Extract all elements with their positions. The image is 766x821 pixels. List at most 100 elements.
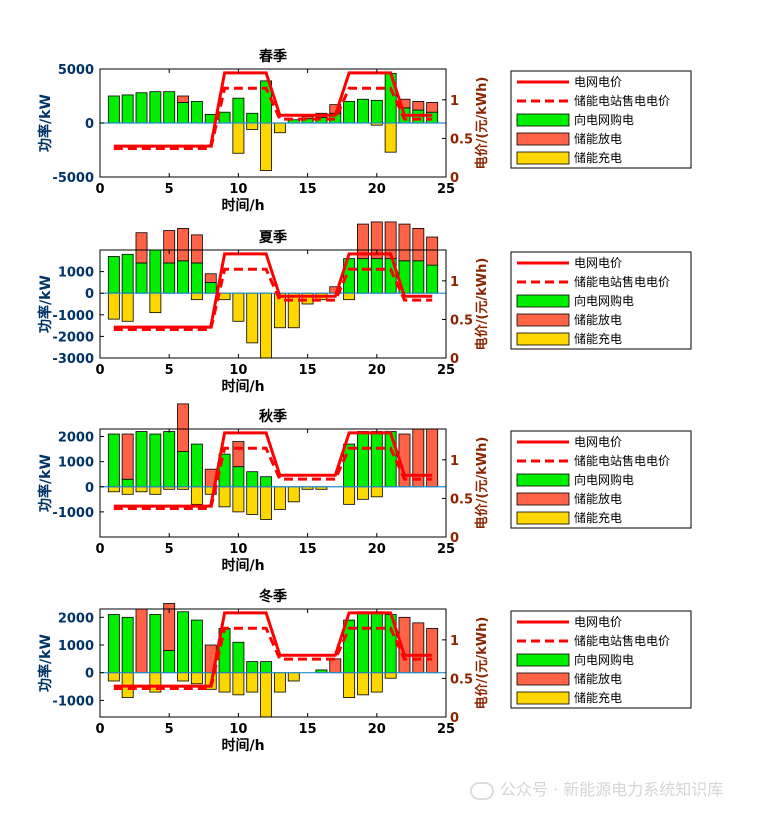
bar-storage-charge <box>121 292 134 322</box>
bar-storage-discharge <box>412 622 425 674</box>
bar-storage-discharge <box>135 232 148 264</box>
y2-axis-label: 电价/(元/kWh) <box>474 437 490 530</box>
legend-label: 储能放电 <box>574 312 622 327</box>
y2-tick-label: 1 <box>450 94 459 109</box>
x-tick-label: 15 <box>299 542 317 557</box>
y-tick-label: -1000 <box>52 694 94 709</box>
bar-grid-purchase <box>107 256 120 294</box>
bar-storage-discharge <box>177 227 189 262</box>
bar-storage-charge <box>246 292 259 344</box>
axes-box <box>99 249 447 359</box>
bar-storage-charge <box>260 486 273 520</box>
bar-storage-charge <box>190 672 203 685</box>
legend-label: 储能充电 <box>574 150 622 165</box>
line-grid-price <box>113 611 433 688</box>
bar-grid-purchase <box>370 99 383 124</box>
bar-storage-charge <box>218 672 231 693</box>
legend-swatch-storage-discharge <box>516 132 570 146</box>
y-tick-label: 1000 <box>58 266 94 281</box>
watermark-text: 公众号 · 新能源电力系统知识库 <box>500 780 724 799</box>
x-tick-label: 10 <box>229 182 247 197</box>
bar-storage-charge <box>149 292 162 314</box>
bar-grid-purchase <box>384 431 397 488</box>
y2-tick-label: 0 <box>450 352 459 367</box>
legend-label: 电网电价 <box>574 256 622 270</box>
bar-storage-charge <box>273 122 286 134</box>
x-tick-label: 10 <box>229 363 247 378</box>
y-tick-label: -2000 <box>52 330 94 345</box>
bar-grid-purchase <box>107 433 120 488</box>
y-tick-label: 2000 <box>58 611 94 626</box>
axes-box <box>99 428 447 538</box>
chart-title: 冬季 <box>259 588 287 605</box>
bar-storage-discharge <box>370 221 383 260</box>
bar-storage-discharge <box>329 658 342 674</box>
bar-grid-purchase <box>163 91 176 124</box>
bar-grid-purchase <box>370 258 383 294</box>
legend-swatch-grid-purchase <box>516 113 570 127</box>
x-tick-label: 20 <box>368 363 386 378</box>
y-axis-label: 功率/kW <box>37 94 54 152</box>
legend-swatch-storage-discharge <box>516 672 570 686</box>
x-tick-label: 15 <box>299 722 317 737</box>
bar-storage-charge <box>232 292 245 322</box>
bar-storage-discharge <box>398 223 411 262</box>
bar-grid-purchase <box>204 281 217 294</box>
x-tick-label: 10 <box>229 542 247 557</box>
bar-storage-discharge <box>412 227 425 262</box>
x-tick-label: 0 <box>95 363 104 378</box>
bar-grid-purchase <box>107 614 120 674</box>
bar-grid-purchase <box>190 619 203 674</box>
legend-label: 储能放电 <box>574 671 622 686</box>
legend-label: 电网电价 <box>574 615 622 629</box>
legend-swatch-grid-purchase <box>516 473 570 487</box>
legend-label: 电网电价 <box>574 75 622 89</box>
bar-storage-charge <box>273 486 286 510</box>
bar-storage-discharge <box>190 234 203 264</box>
x-tick-label: 20 <box>368 722 386 737</box>
x-tick-label: 20 <box>368 182 386 197</box>
bar-storage-charge <box>260 122 273 171</box>
y2-tick-label: 0.5 <box>450 313 473 328</box>
bar-grid-purchase <box>260 476 273 488</box>
legend-swatch-storage-charge <box>516 511 570 525</box>
x-tick-label: 0 <box>95 542 104 557</box>
bar-storage-charge <box>246 486 259 515</box>
y2-tick-label: 0.5 <box>450 132 473 147</box>
line-grid-price <box>113 71 433 148</box>
bar-grid-purchase <box>135 431 148 488</box>
bar-storage-discharge <box>357 223 369 260</box>
bar-grid-purchase <box>246 661 259 674</box>
line-storage-sell-price <box>113 446 433 510</box>
bar-storage-discharge <box>135 608 148 674</box>
y2-axis-label: 电价/(元/kWh) <box>474 617 490 710</box>
line-storage-sell-price <box>113 626 433 690</box>
legend-label: 储能电站售电电价 <box>574 274 670 289</box>
legend-swatch-storage-charge <box>516 151 570 165</box>
legend-label: 储能充电 <box>574 331 622 346</box>
y-tick-label: 0 <box>85 481 94 496</box>
legend-label: 向电网购电 <box>574 472 634 487</box>
bar-grid-purchase <box>177 451 189 488</box>
chart-panel-2: 夏季0 5 10 15 20 25时间/h-3000-2000-100001000功率/k… <box>37 221 692 395</box>
bar-grid-purchase <box>343 443 356 488</box>
bar-storage-charge <box>343 672 356 699</box>
legend-swatch-storage-discharge <box>516 492 570 506</box>
wechat-icon <box>470 781 494 800</box>
y2-tick-label: 0 <box>450 531 459 546</box>
x-tick-label: 25 <box>437 182 455 197</box>
y2-tick-label: 1 <box>450 454 459 469</box>
chart-title: 秋季 <box>259 408 287 425</box>
chart-panel-3: 秋季 0 5 10 15 20 25 时间/h -1000 0 1000 2000 功率/kW 0 0.5 1… <box>37 403 692 574</box>
bar-storage-charge <box>287 292 300 329</box>
y-tick-label: 5000 <box>58 63 94 78</box>
bar-storage-discharge <box>163 230 176 264</box>
bar-grid-purchase <box>190 101 203 124</box>
legend-label: 向电网购电 <box>574 293 634 308</box>
bar-grid-purchase <box>357 258 369 294</box>
bar-storage-charge <box>287 486 300 503</box>
legend-swatch-grid-purchase <box>516 294 570 308</box>
